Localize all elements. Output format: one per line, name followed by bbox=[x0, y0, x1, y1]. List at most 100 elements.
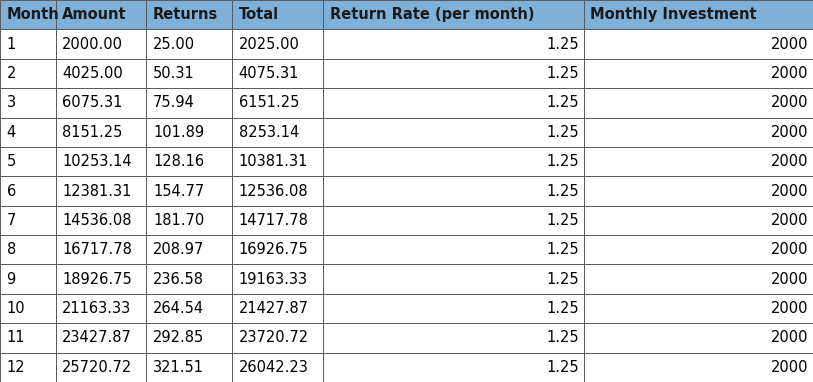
Bar bbox=[146, 294, 233, 323]
Bar bbox=[0, 323, 55, 353]
Bar bbox=[55, 294, 146, 323]
Text: 8: 8 bbox=[7, 242, 15, 257]
Bar bbox=[324, 59, 584, 88]
Bar bbox=[0, 206, 55, 235]
Text: 10253.14: 10253.14 bbox=[62, 154, 132, 169]
Bar bbox=[324, 264, 584, 294]
Bar bbox=[584, 294, 813, 323]
Bar bbox=[0, 176, 55, 206]
Bar bbox=[55, 0, 146, 29]
Bar bbox=[0, 235, 55, 264]
Text: 2000.00: 2000.00 bbox=[62, 37, 123, 52]
Text: 6075.31: 6075.31 bbox=[62, 96, 123, 110]
Text: 236.58: 236.58 bbox=[153, 272, 204, 286]
Text: 8151.25: 8151.25 bbox=[62, 125, 123, 140]
Bar bbox=[324, 0, 584, 29]
Bar bbox=[324, 147, 584, 176]
Bar bbox=[324, 323, 584, 353]
Text: 23720.72: 23720.72 bbox=[239, 330, 309, 345]
Text: 2000: 2000 bbox=[771, 183, 808, 199]
Text: 1.25: 1.25 bbox=[546, 96, 579, 110]
Text: 2025.00: 2025.00 bbox=[239, 37, 300, 52]
Text: 1.25: 1.25 bbox=[546, 242, 579, 257]
Text: 128.16: 128.16 bbox=[153, 154, 204, 169]
Bar bbox=[146, 88, 233, 118]
Text: 4: 4 bbox=[7, 125, 15, 140]
Bar bbox=[146, 353, 233, 382]
Text: 10381.31: 10381.31 bbox=[239, 154, 308, 169]
Bar bbox=[233, 29, 324, 59]
Text: 2000: 2000 bbox=[771, 37, 808, 52]
Bar bbox=[55, 29, 146, 59]
Text: 23427.87: 23427.87 bbox=[62, 330, 132, 345]
Text: 6: 6 bbox=[7, 183, 15, 199]
Text: 18926.75: 18926.75 bbox=[62, 272, 132, 286]
Bar bbox=[233, 235, 324, 264]
Bar bbox=[324, 176, 584, 206]
Text: 12536.08: 12536.08 bbox=[239, 183, 308, 199]
Text: Amount: Amount bbox=[62, 7, 127, 22]
Text: 9: 9 bbox=[7, 272, 15, 286]
Bar bbox=[584, 147, 813, 176]
Text: 4075.31: 4075.31 bbox=[239, 66, 299, 81]
Text: 26042.23: 26042.23 bbox=[239, 360, 309, 375]
Text: 16926.75: 16926.75 bbox=[239, 242, 309, 257]
Text: 1.25: 1.25 bbox=[546, 66, 579, 81]
Text: 1.25: 1.25 bbox=[546, 125, 579, 140]
Bar bbox=[233, 88, 324, 118]
Text: 2000: 2000 bbox=[771, 213, 808, 228]
Text: 1.25: 1.25 bbox=[546, 154, 579, 169]
Bar bbox=[55, 88, 146, 118]
Text: 321.51: 321.51 bbox=[153, 360, 204, 375]
Bar bbox=[0, 118, 55, 147]
Text: 7: 7 bbox=[7, 213, 16, 228]
Text: 2: 2 bbox=[7, 66, 16, 81]
Text: 4025.00: 4025.00 bbox=[62, 66, 123, 81]
Bar bbox=[0, 29, 55, 59]
Text: 21163.33: 21163.33 bbox=[62, 301, 132, 316]
Bar bbox=[55, 176, 146, 206]
Text: 75.94: 75.94 bbox=[153, 96, 195, 110]
Bar bbox=[146, 206, 233, 235]
Bar bbox=[233, 294, 324, 323]
Bar bbox=[55, 323, 146, 353]
Bar bbox=[584, 118, 813, 147]
Bar bbox=[146, 235, 233, 264]
Bar bbox=[584, 323, 813, 353]
Text: 1.25: 1.25 bbox=[546, 272, 579, 286]
Text: 2000: 2000 bbox=[771, 242, 808, 257]
Bar bbox=[146, 147, 233, 176]
Bar bbox=[324, 29, 584, 59]
Text: 181.70: 181.70 bbox=[153, 213, 204, 228]
Bar bbox=[233, 118, 324, 147]
Bar bbox=[584, 235, 813, 264]
Bar bbox=[584, 88, 813, 118]
Text: 12381.31: 12381.31 bbox=[62, 183, 132, 199]
Text: 11: 11 bbox=[7, 330, 25, 345]
Text: 25.00: 25.00 bbox=[153, 37, 195, 52]
Bar bbox=[0, 147, 55, 176]
Bar bbox=[146, 118, 233, 147]
Text: 50.31: 50.31 bbox=[153, 66, 194, 81]
Bar bbox=[0, 353, 55, 382]
Bar bbox=[584, 264, 813, 294]
Text: 1.25: 1.25 bbox=[546, 360, 579, 375]
Bar bbox=[55, 59, 146, 88]
Bar bbox=[324, 206, 584, 235]
Bar bbox=[233, 264, 324, 294]
Bar bbox=[233, 147, 324, 176]
Text: 3: 3 bbox=[7, 96, 15, 110]
Text: Returns: Returns bbox=[153, 7, 218, 22]
Text: 12: 12 bbox=[7, 360, 25, 375]
Bar bbox=[0, 294, 55, 323]
Bar bbox=[55, 264, 146, 294]
Bar bbox=[324, 353, 584, 382]
Text: 25720.72: 25720.72 bbox=[62, 360, 133, 375]
Text: 1.25: 1.25 bbox=[546, 330, 579, 345]
Text: 292.85: 292.85 bbox=[153, 330, 204, 345]
Bar bbox=[0, 59, 55, 88]
Text: Return Rate (per month): Return Rate (per month) bbox=[330, 7, 534, 22]
Text: 2000: 2000 bbox=[771, 330, 808, 345]
Bar bbox=[324, 294, 584, 323]
Text: 2000: 2000 bbox=[771, 360, 808, 375]
